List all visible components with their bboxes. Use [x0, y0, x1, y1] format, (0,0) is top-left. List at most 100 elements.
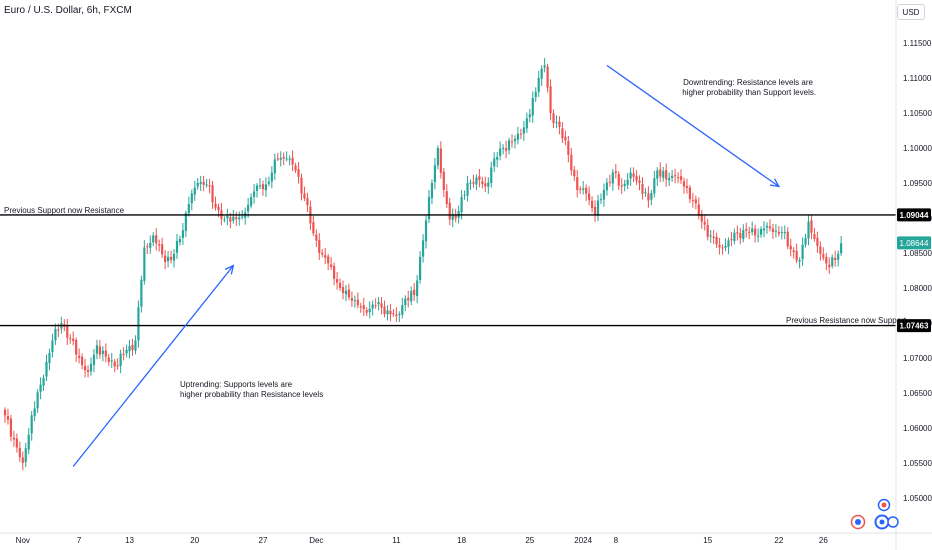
candle[interactable]: [368, 301, 371, 319]
candle[interactable]: [318, 232, 321, 260]
candle[interactable]: [365, 307, 368, 316]
candle[interactable]: [570, 147, 573, 176]
candle[interactable]: [813, 227, 816, 242]
candle[interactable]: [214, 196, 217, 211]
candle[interactable]: [270, 166, 273, 189]
candle[interactable]: [131, 338, 134, 356]
candle[interactable]: [644, 188, 647, 197]
candle[interactable]: [828, 257, 831, 274]
candle[interactable]: [789, 238, 792, 257]
candle[interactable]: [116, 358, 119, 370]
candle[interactable]: [371, 300, 374, 316]
candle[interactable]: [190, 189, 193, 211]
candle[interactable]: [825, 252, 828, 271]
candle[interactable]: [45, 354, 48, 382]
candle[interactable]: [507, 137, 511, 155]
candle[interactable]: [685, 178, 689, 194]
candle[interactable]: [469, 179, 472, 190]
candle[interactable]: [662, 166, 665, 182]
candle[interactable]: [15, 433, 18, 453]
candle[interactable]: [588, 186, 591, 206]
candle[interactable]: [614, 163, 617, 179]
candle[interactable]: [356, 292, 359, 309]
candle[interactable]: [786, 227, 789, 250]
candle[interactable]: [383, 300, 386, 318]
candle[interactable]: [300, 173, 303, 201]
candle[interactable]: [285, 151, 288, 162]
candle[interactable]: [629, 167, 632, 186]
candle[interactable]: [650, 190, 653, 206]
candle[interactable]: [754, 224, 757, 243]
candle[interactable]: [98, 339, 101, 359]
candle[interactable]: [739, 227, 742, 245]
candle[interactable]: [837, 250, 840, 267]
candle[interactable]: [294, 162, 297, 173]
candle[interactable]: [665, 163, 668, 187]
candle[interactable]: [327, 253, 330, 271]
candle[interactable]: [51, 333, 54, 358]
candle[interactable]: [472, 174, 475, 188]
candle[interactable]: [199, 175, 202, 191]
candle[interactable]: [333, 262, 336, 286]
candle[interactable]: [3, 407, 7, 423]
candle[interactable]: [276, 152, 279, 161]
candle[interactable]: [113, 358, 116, 373]
candle[interactable]: [647, 186, 650, 208]
candle[interactable]: [21, 451, 24, 471]
candle[interactable]: [410, 286, 413, 306]
candle[interactable]: [519, 128, 523, 140]
candle[interactable]: [312, 215, 315, 237]
candle[interactable]: [676, 172, 680, 184]
candle[interactable]: [419, 251, 422, 284]
candle[interactable]: [27, 427, 30, 455]
candle[interactable]: [673, 168, 677, 184]
candle[interactable]: [398, 311, 401, 322]
candle[interactable]: [691, 192, 694, 208]
candle[interactable]: [178, 235, 182, 246]
candle[interactable]: [671, 169, 674, 182]
candle[interactable]: [335, 272, 339, 290]
candle[interactable]: [86, 365, 90, 378]
candle[interactable]: [549, 79, 552, 121]
candle[interactable]: [439, 141, 442, 179]
candle[interactable]: [546, 63, 549, 93]
candle[interactable]: [697, 197, 700, 220]
candle[interactable]: [748, 226, 751, 240]
candle[interactable]: [433, 157, 437, 190]
candle[interactable]: [424, 215, 428, 249]
candle[interactable]: [288, 155, 291, 166]
candle[interactable]: [386, 305, 389, 321]
candle[interactable]: [590, 196, 594, 213]
candle[interactable]: [110, 353, 113, 369]
candle[interactable]: [679, 169, 683, 185]
candle[interactable]: [816, 231, 819, 253]
candle[interactable]: [33, 401, 36, 422]
candle[interactable]: [249, 193, 253, 209]
candle[interactable]: [478, 168, 481, 188]
candle[interactable]: [516, 126, 520, 145]
candle[interactable]: [95, 339, 99, 360]
candle[interactable]: [531, 91, 534, 123]
candle[interactable]: [502, 144, 505, 155]
candle[interactable]: [484, 176, 487, 192]
candle[interactable]: [801, 237, 804, 266]
candle[interactable]: [208, 178, 211, 194]
uptrend-arrow[interactable]: [72, 264, 235, 467]
candle[interactable]: [330, 257, 333, 270]
candle[interactable]: [792, 247, 795, 259]
candle[interactable]: [599, 193, 603, 205]
candle[interactable]: [638, 175, 641, 191]
candle[interactable]: [762, 221, 766, 238]
candle[interactable]: [534, 87, 537, 102]
candle[interactable]: [602, 183, 606, 207]
candle[interactable]: [442, 167, 445, 198]
candle[interactable]: [608, 174, 611, 187]
candle[interactable]: [267, 176, 270, 187]
candle[interactable]: [407, 290, 410, 308]
candle[interactable]: [567, 136, 570, 163]
candle[interactable]: [668, 172, 671, 186]
candle[interactable]: [401, 297, 404, 319]
candle[interactable]: [72, 331, 75, 346]
candle[interactable]: [745, 222, 748, 238]
